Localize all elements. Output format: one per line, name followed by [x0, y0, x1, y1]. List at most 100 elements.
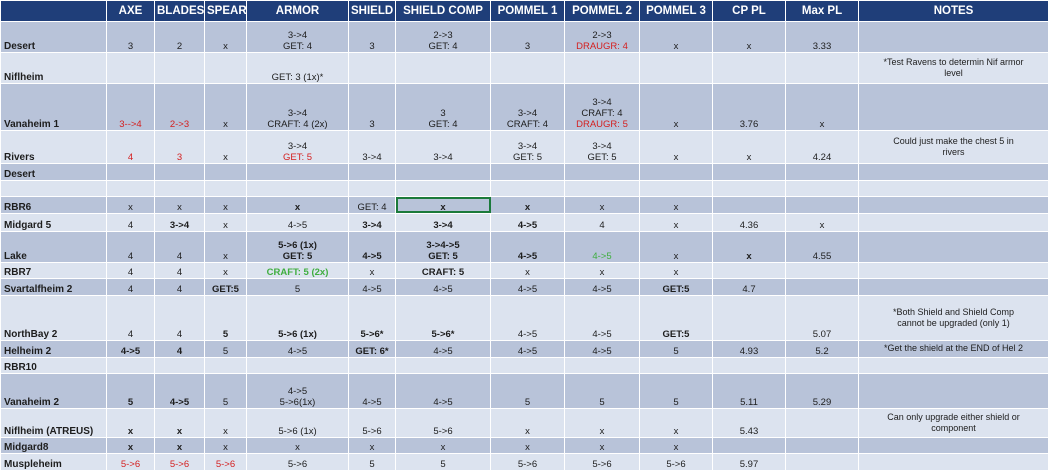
cell-pommel-3[interactable]: GET:5: [639, 294, 713, 342]
cell-shield-comp[interactable]: [395, 356, 491, 375]
cell-blades[interactable]: 4->5: [154, 373, 205, 410]
cell-shield[interactable]: GET: 4: [348, 196, 396, 214]
cell-shield[interactable]: 3: [348, 82, 396, 132]
cell-notes[interactable]: [858, 373, 1048, 410]
header-shield[interactable]: SHIELD: [348, 0, 396, 22]
row-location-cell[interactable]: Niflheim: [0, 51, 107, 84]
cell-armor[interactable]: [246, 356, 349, 375]
cell-pommel-1[interactable]: x: [490, 436, 565, 455]
cell-spear[interactable]: [204, 51, 247, 84]
cell-max-pl[interactable]: 4.24: [785, 130, 859, 165]
cell-pommel-3[interactable]: x: [639, 212, 713, 233]
cell-cp-pl[interactable]: 5.97: [712, 453, 786, 471]
cell-blades[interactable]: x: [154, 436, 205, 455]
cell-blades[interactable]: 3->4: [154, 212, 205, 233]
cell-shield-comp[interactable]: x: [395, 196, 491, 214]
cell-shield[interactable]: [348, 163, 396, 181]
cell-spear[interactable]: x: [204, 408, 247, 438]
cell-shield-comp[interactable]: 5->6: [395, 408, 491, 438]
cell-armor[interactable]: x: [246, 436, 349, 455]
cell-shield-comp[interactable]: [395, 179, 491, 198]
cell-shield-comp[interactable]: CRAFT: 5: [395, 261, 491, 280]
cell-spear[interactable]: x: [204, 82, 247, 132]
cell-shield-comp[interactable]: 5->6*: [395, 294, 491, 342]
cell-cp-pl[interactable]: x: [712, 21, 786, 53]
row-location-cell[interactable]: Rivers: [0, 130, 107, 165]
cell-cp-pl[interactable]: [712, 163, 786, 181]
cell-armor[interactable]: 3->4 GET: 4: [246, 21, 349, 53]
cell-pommel-2[interactable]: [564, 51, 640, 84]
cell-cp-pl[interactable]: [712, 179, 786, 198]
cell-pommel-3[interactable]: x: [639, 261, 713, 280]
cell-shield[interactable]: 4->5: [348, 373, 396, 410]
cell-max-pl[interactable]: 5.07: [785, 294, 859, 342]
cell-pommel-1[interactable]: 5: [490, 373, 565, 410]
cell-pommel-3[interactable]: x: [639, 82, 713, 132]
cell-armor[interactable]: [246, 179, 349, 198]
cell-spear[interactable]: x: [204, 212, 247, 233]
cell-cp-pl[interactable]: 5.43: [712, 408, 786, 438]
cell-spear[interactable]: x: [204, 21, 247, 53]
cell-pommel-1[interactable]: 4->5: [490, 278, 565, 296]
cell-max-pl[interactable]: [785, 51, 859, 84]
cell-pommel-2[interactable]: x: [564, 261, 640, 280]
cell-cp-pl[interactable]: 4.36: [712, 212, 786, 233]
cell-shield-comp[interactable]: [395, 51, 491, 84]
cell-notes[interactable]: *Get the shield at the END of Hel 2: [858, 340, 1048, 358]
cell-spear[interactable]: x: [204, 261, 247, 280]
cell-notes[interactable]: *Both Shield and Shield Comp cannot be up…: [858, 294, 1048, 342]
cell-shield[interactable]: 4->5: [348, 231, 396, 263]
cell-axe[interactable]: 5: [106, 373, 155, 410]
cell-cp-pl[interactable]: [712, 261, 786, 280]
row-location-cell[interactable]: Lake: [0, 231, 107, 263]
cell-pommel-2[interactable]: 4->5: [564, 294, 640, 342]
header-pommel-1[interactable]: POMMEL 1: [490, 0, 565, 22]
cell-max-pl[interactable]: [785, 278, 859, 296]
row-location-cell[interactable]: Midgard8: [0, 436, 107, 455]
cell-shield-comp[interactable]: x: [395, 436, 491, 455]
cell-shield[interactable]: GET: 6*: [348, 340, 396, 358]
cell-armor[interactable]: 5: [246, 278, 349, 296]
cell-blades[interactable]: [154, 163, 205, 181]
cell-pommel-1[interactable]: 3->4 CRAFT: 4: [490, 82, 565, 132]
cell-spear[interactable]: GET:5: [204, 278, 247, 296]
cell-pommel-2[interactable]: 5->6: [564, 453, 640, 471]
header-cp-pl[interactable]: CP PL: [712, 0, 786, 22]
cell-blades[interactable]: 4: [154, 261, 205, 280]
cell-axe[interactable]: [106, 163, 155, 181]
cell-notes[interactable]: [858, 196, 1048, 214]
cell-notes[interactable]: Can only upgrade either shield or compone…: [858, 408, 1048, 438]
cell-shield-comp[interactable]: 3->4: [395, 212, 491, 233]
cell-max-pl[interactable]: [785, 408, 859, 438]
cell-blades[interactable]: [154, 51, 205, 84]
cell-armor[interactable]: 5->6 (1x): [246, 408, 349, 438]
cell-pommel-1[interactable]: [490, 163, 565, 181]
cell-armor[interactable]: 5->6 (1x) GET: 5: [246, 231, 349, 263]
cell-blades[interactable]: 2: [154, 21, 205, 53]
cell-notes[interactable]: [858, 356, 1048, 375]
cell-cp-pl[interactable]: [712, 196, 786, 214]
header-pommel-2[interactable]: POMMEL 2: [564, 0, 640, 22]
cell-shield[interactable]: [348, 356, 396, 375]
cell-spear[interactable]: 5: [204, 340, 247, 358]
cell-pommel-3[interactable]: x: [639, 436, 713, 455]
cell-max-pl[interactable]: x: [785, 82, 859, 132]
cell-pommel-2[interactable]: 2->3 DRAUGR: 4: [564, 21, 640, 53]
cell-blades[interactable]: 4: [154, 231, 205, 263]
cell-max-pl[interactable]: 4.55: [785, 231, 859, 263]
cell-pommel-3[interactable]: x: [639, 196, 713, 214]
cell-armor[interactable]: 5->6: [246, 453, 349, 471]
cell-max-pl[interactable]: [785, 356, 859, 375]
cell-armor[interactable]: GET: 3 (1x)*: [246, 51, 349, 84]
cell-notes[interactable]: [858, 179, 1048, 198]
header-axe[interactable]: AXE: [106, 0, 155, 22]
cell-max-pl[interactable]: [785, 261, 859, 280]
cell-shield-comp[interactable]: 3 GET: 4: [395, 82, 491, 132]
row-location-cell[interactable]: [0, 179, 107, 198]
cell-max-pl[interactable]: 5.2: [785, 340, 859, 358]
cell-shield[interactable]: 5->6*: [348, 294, 396, 342]
cell-axe[interactable]: 4->5: [106, 340, 155, 358]
cell-axe[interactable]: 5->6: [106, 453, 155, 471]
cell-cp-pl[interactable]: 4.93: [712, 340, 786, 358]
row-location-cell[interactable]: NorthBay 2: [0, 294, 107, 342]
